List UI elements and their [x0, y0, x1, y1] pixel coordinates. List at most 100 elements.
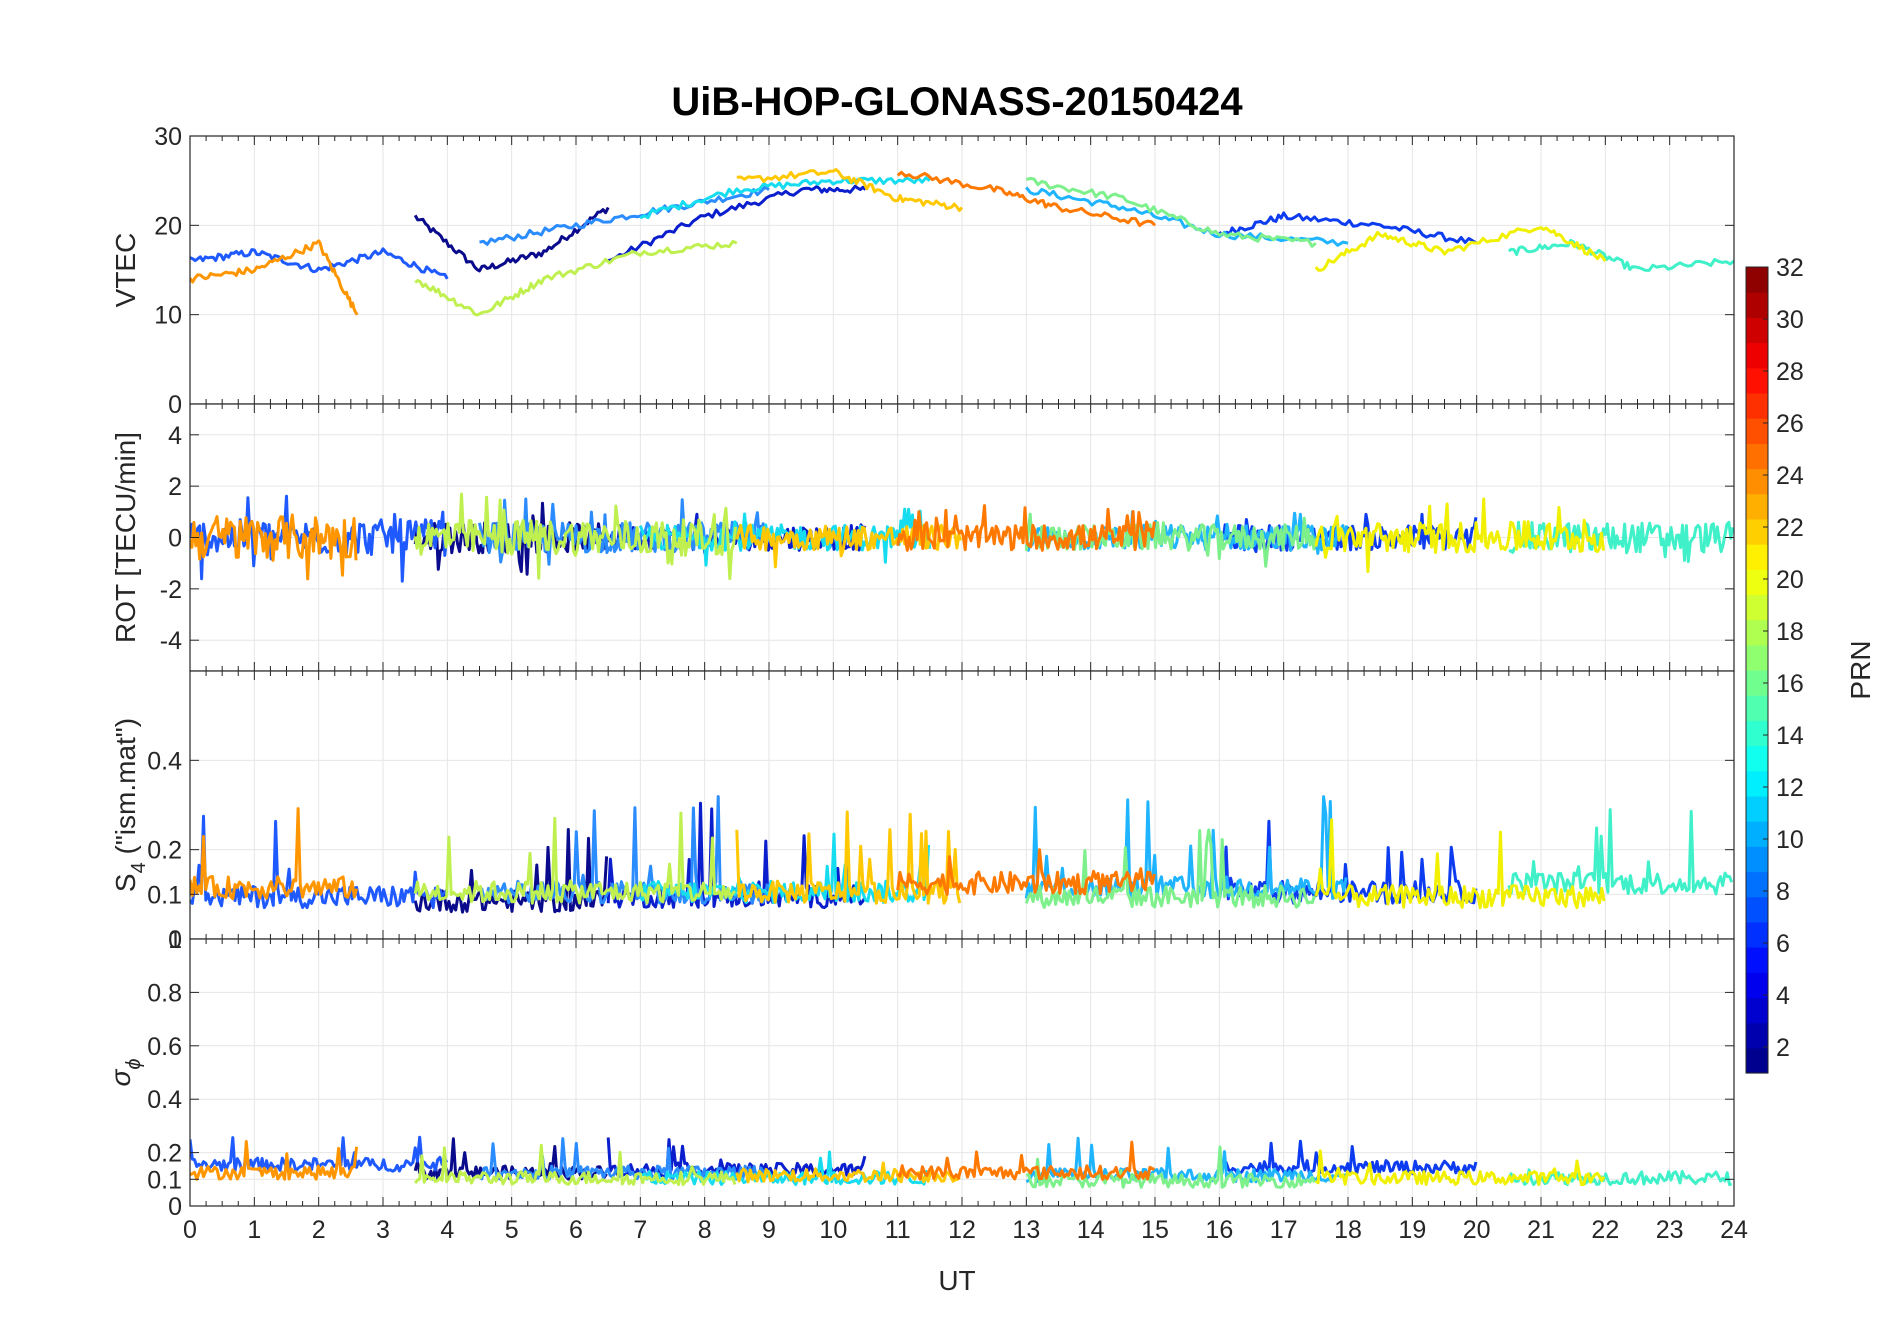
- colorbar-segment: [1746, 619, 1768, 646]
- colorbar-segment: [1746, 670, 1768, 696]
- series-line-prn-9: [1025, 1145, 1316, 1189]
- series-line-prn-11: [1314, 226, 1607, 272]
- y-tick-label: 0: [168, 1193, 182, 1221]
- series-line-prn-12: [736, 168, 964, 212]
- series-line-prn-1: [413, 206, 610, 273]
- y-tick-label: 1: [168, 926, 182, 954]
- y-tick-label: 0.8: [147, 979, 182, 1007]
- colorbar-frame: [1745, 266, 1769, 1074]
- x-tick-label: 9: [762, 1216, 776, 1244]
- x-tick-label: 23: [1656, 1216, 1684, 1244]
- x-tick-label: 1: [247, 1216, 261, 1244]
- colorbar-segment: [1746, 367, 1768, 394]
- series-line-prn-1: [413, 828, 609, 914]
- colorbar-segment: [1746, 795, 1768, 822]
- chart-title: UiB-HOP-GLONASS-20150424: [671, 80, 1243, 124]
- series-line-prn-13: [190, 807, 359, 901]
- series-line-prn-6: [1025, 186, 1349, 247]
- colorbar-tick-label: 4: [1776, 982, 1790, 1010]
- colorbar-segment: [1746, 846, 1768, 873]
- colorbar-tick-label: 28: [1776, 358, 1804, 386]
- colorbar-segment: [1746, 745, 1768, 772]
- colorbar-segment: [1746, 392, 1768, 419]
- series-group: [190, 1135, 1733, 1189]
- colorbar-segment: [1746, 594, 1768, 621]
- colorbar-segment: [1746, 997, 1768, 1024]
- series-line-prn-7: [639, 176, 931, 220]
- x-tick-label: 4: [440, 1216, 454, 1244]
- series-line-prn-10: [413, 811, 737, 905]
- x-tick-label: 15: [1141, 1216, 1169, 1244]
- colorbar-segment: [1746, 443, 1768, 470]
- series-line-prn-7: [639, 832, 930, 905]
- panel-2: -4 -2 0 2 4 ROT [TECU/min]: [110, 403, 1735, 672]
- x-axis-label: UT: [938, 1265, 975, 1296]
- y-tick-label: 30: [154, 123, 182, 151]
- x-tick-label: 18: [1334, 1216, 1362, 1244]
- x-tick-label: 6: [569, 1216, 583, 1244]
- colorbar-tick-label: 26: [1776, 410, 1804, 438]
- colorbar-segment: [1746, 871, 1768, 898]
- colorbar-segment: [1746, 544, 1768, 570]
- series-line-prn-14: [896, 170, 1157, 227]
- y-tick-label: 0.1: [147, 1166, 182, 1194]
- series-line-prn-7: [638, 507, 932, 567]
- y-tick-label: 0.4: [147, 1086, 182, 1114]
- series-line-prn-13: [190, 513, 358, 581]
- series-line-prn-10: [414, 1143, 737, 1187]
- series-line-prn-13: [190, 1140, 359, 1181]
- x-tick-label: 21: [1527, 1216, 1555, 1244]
- colorbar-segment: [1746, 644, 1768, 671]
- series-line-prn-2: [606, 801, 867, 910]
- colorbar-tick-label: 22: [1776, 514, 1804, 542]
- colorbar-segment: [1746, 921, 1768, 948]
- colorbar-segment: [1746, 418, 1768, 444]
- colorbar-segment: [1746, 720, 1768, 747]
- colorbar-segment: [1746, 493, 1768, 520]
- y-axis-label: σϕ: [105, 1058, 145, 1086]
- x-tick-label: 5: [505, 1216, 519, 1244]
- y-tick-label: 0: [168, 525, 182, 553]
- colorbar-tick-label: 10: [1776, 826, 1804, 854]
- series-line-prn-10: [414, 239, 738, 317]
- series-line-prn-14: [896, 504, 1156, 552]
- series-line-prn-3: [1218, 211, 1478, 245]
- colorbar-segment: [1746, 317, 1768, 344]
- series-line-prn-11: [1314, 1149, 1606, 1187]
- x-tick-label: 3: [376, 1216, 390, 1244]
- series-line-prn-5: [478, 795, 770, 905]
- series-group: [190, 168, 1734, 317]
- colorbar-segment: [1746, 947, 1768, 973]
- x-tick-label: 7: [633, 1216, 647, 1244]
- series-line-prn-13: [190, 239, 359, 316]
- series-line-prn-11: [1314, 818, 1606, 910]
- colorbar-tick-label: 30: [1776, 306, 1804, 334]
- x-tick-label: 13: [1012, 1216, 1040, 1244]
- y-tick-label: 2: [168, 473, 182, 501]
- x-tick-label: 24: [1720, 1216, 1748, 1244]
- series-line-prn-14: [896, 1140, 1155, 1181]
- colorbar-tick-label: 16: [1776, 670, 1804, 698]
- colorbar-tick-label: 14: [1776, 722, 1804, 750]
- x-tick-label: 0: [183, 1216, 197, 1244]
- y-tick-label: 10: [154, 302, 182, 330]
- x-tick-label: 17: [1270, 1216, 1298, 1244]
- series-line-prn-2: [607, 184, 867, 263]
- colorbar-segment: [1746, 1022, 1768, 1049]
- colorbar-segment: [1746, 468, 1768, 495]
- series-line-prn-5: [479, 185, 770, 246]
- x-tick-label: 12: [948, 1216, 976, 1244]
- y-axis-label: VTEC: [110, 233, 141, 308]
- x-tick-label: 14: [1077, 1216, 1105, 1244]
- colorbar-segment: [1746, 972, 1768, 999]
- series-line-prn-8: [1507, 238, 1734, 272]
- colorbar-segment: [1746, 896, 1768, 923]
- y-tick-label: 0.2: [147, 837, 182, 865]
- series-line-prn-6: [1025, 1136, 1348, 1184]
- y-tick-label: -2: [160, 576, 182, 604]
- series-line-prn-12: [735, 810, 962, 905]
- colorbar-segment: [1746, 695, 1768, 721]
- x-tick-label: 20: [1463, 1216, 1491, 1244]
